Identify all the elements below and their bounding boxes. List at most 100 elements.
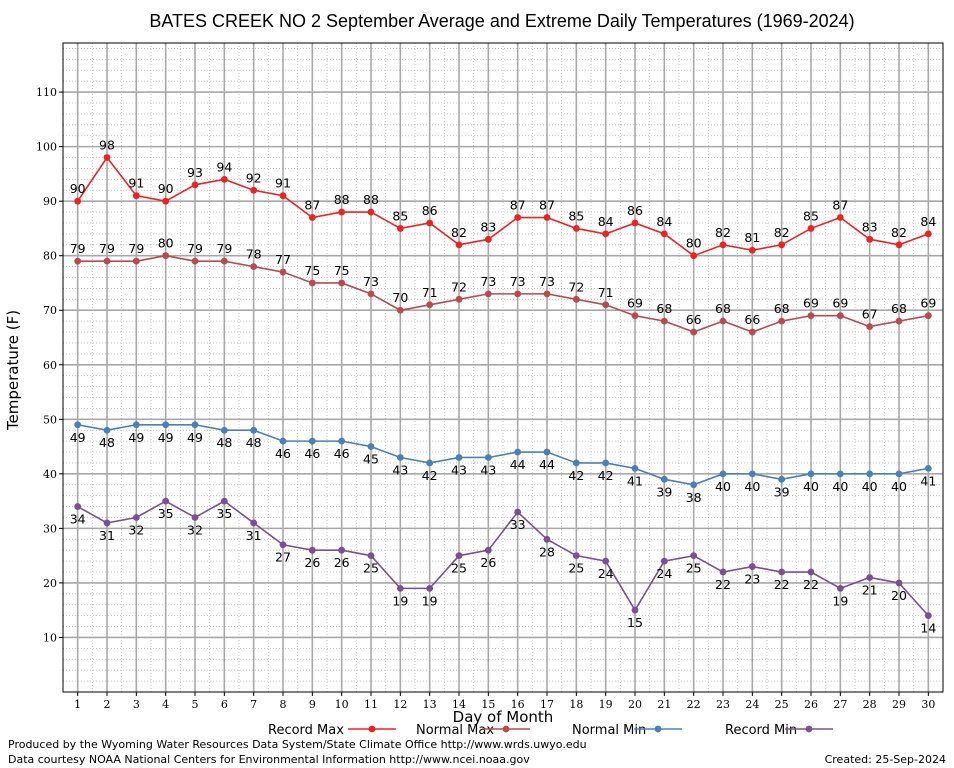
x-tick-label: 5: [192, 698, 199, 711]
normal-max-point: [631, 312, 639, 320]
normal-max-data-label: 66: [686, 312, 702, 327]
normal-min-data-label: 48: [216, 435, 232, 450]
record-min-data-label: 20: [891, 588, 907, 603]
legend-label-normal-min: Normal Min: [572, 723, 646, 738]
normal-max-data-label: 79: [187, 241, 203, 256]
normal-min-data-label: 40: [803, 479, 819, 494]
normal-max-data-label: 71: [422, 285, 438, 300]
record-max-point: [631, 219, 639, 227]
normal-min-data-label: 42: [598, 468, 614, 483]
normal-min-point: [279, 437, 287, 445]
record-min-data-label: 19: [392, 593, 408, 608]
normal-max-point: [572, 295, 580, 303]
record-min-data-label: 26: [480, 555, 496, 570]
normal-max-point: [308, 279, 316, 287]
normal-max-data-label: 77: [275, 252, 291, 267]
record-max-line: [77, 156, 929, 257]
x-tick-label: 4: [162, 698, 169, 711]
record-min-point: [631, 606, 639, 614]
record-min-point: [748, 563, 756, 570]
normal-min-point: [866, 470, 874, 478]
record-min-data-label: 34: [70, 512, 86, 527]
record-min-point: [484, 546, 492, 554]
record-max-data-label: 82: [891, 225, 907, 240]
x-tick-label: 16: [511, 698, 525, 711]
normal-max-data-label: 80: [158, 236, 174, 251]
legend: Record Max Normal Max Normal Min Record Min: [268, 723, 833, 738]
record-max-point: [396, 225, 404, 232]
record-max-point: [162, 197, 170, 205]
x-tick-label: 14: [452, 698, 466, 711]
normal-min-data-label: 46: [334, 446, 350, 461]
x-tick-label: 10: [335, 698, 349, 711]
y-tick-label: 40: [43, 468, 57, 481]
normal-min-data-label: 42: [568, 468, 584, 483]
normal-max-point: [719, 317, 727, 325]
record-min-point: [836, 584, 844, 592]
normal-max-point: [132, 257, 140, 265]
record-max-data-label: 80: [686, 236, 702, 251]
record-min-point: [572, 552, 580, 560]
normal-max-data-label: 78: [246, 247, 262, 262]
normal-min-point: [690, 481, 698, 489]
normal-min-data-label: 40: [744, 479, 760, 494]
record-min-data-label: 26: [304, 555, 320, 570]
record-max-data-label: 92: [246, 170, 262, 185]
chart-title: BATES CREEK NO 2 September Average and E…: [149, 11, 854, 31]
record-max-point: [103, 154, 111, 161]
record-min-data-label: 28: [539, 544, 555, 559]
record-max-data-label: 87: [539, 198, 555, 213]
normal-max-data-label: 79: [70, 241, 86, 256]
normal-min-data-label: 40: [891, 479, 907, 494]
record-max-point: [220, 175, 228, 183]
normal-min-data-label: 43: [480, 462, 496, 477]
record-max-point: [484, 235, 492, 243]
record-max-point: [338, 208, 346, 216]
normal-min-data-label: 43: [451, 462, 467, 477]
record-max-data-label: 88: [363, 192, 379, 207]
normal-min-point: [602, 459, 610, 467]
normal-min-data-label: 40: [832, 479, 848, 494]
x-tick-label: 8: [280, 698, 287, 711]
record-max-point: [866, 235, 874, 243]
record-min-data-label: 25: [451, 561, 467, 576]
normal-min-point: [719, 470, 727, 478]
legend-marker-normal-min: [654, 725, 662, 733]
normal-min-data-label: 38: [686, 490, 702, 505]
normal-min-point: [455, 454, 463, 461]
record-min-point: [543, 535, 551, 543]
record-max-point: [308, 214, 316, 221]
normal-max-data-label: 72: [451, 279, 467, 294]
normal-min-data-label: 40: [862, 479, 878, 494]
normal-min-data-label: 39: [656, 484, 672, 499]
legend-marker-normal-max: [502, 725, 510, 733]
record-min-data-label: 35: [216, 506, 232, 521]
y-tick-label: 50: [43, 413, 57, 426]
record-max-data-label: 91: [275, 176, 291, 191]
normal-max-data-label: 73: [539, 274, 555, 289]
legend-marker-record-min: [805, 725, 813, 733]
normal-max-point: [543, 290, 551, 298]
y-tick-label: 80: [43, 250, 57, 263]
record-max-data-label: 87: [832, 198, 848, 213]
record-max-data-label: 83: [480, 219, 496, 234]
normal-max-point: [279, 268, 287, 276]
normal-max-line: [77, 254, 929, 333]
x-tick-label: 25: [775, 698, 789, 711]
normal-min-point: [162, 421, 170, 429]
record-max-point: [250, 186, 258, 194]
record-max-point: [132, 192, 140, 200]
record-min-point: [191, 514, 199, 521]
normal-max-data-label: 79: [99, 241, 115, 256]
record-min-data-label: 32: [187, 522, 203, 537]
normal-max-data-label: 73: [363, 274, 379, 289]
normal-min-point: [778, 475, 786, 483]
normal-min-point: [543, 448, 551, 456]
record-min-data-label: 25: [363, 561, 379, 576]
normal-min-line: [77, 423, 929, 486]
normal-max-data-label: 71: [598, 285, 614, 300]
record-max-point: [719, 241, 727, 249]
normal-min-data-label: 49: [187, 430, 203, 445]
record-max-data-label: 84: [598, 214, 614, 229]
record-min-data-label: 35: [158, 506, 174, 521]
